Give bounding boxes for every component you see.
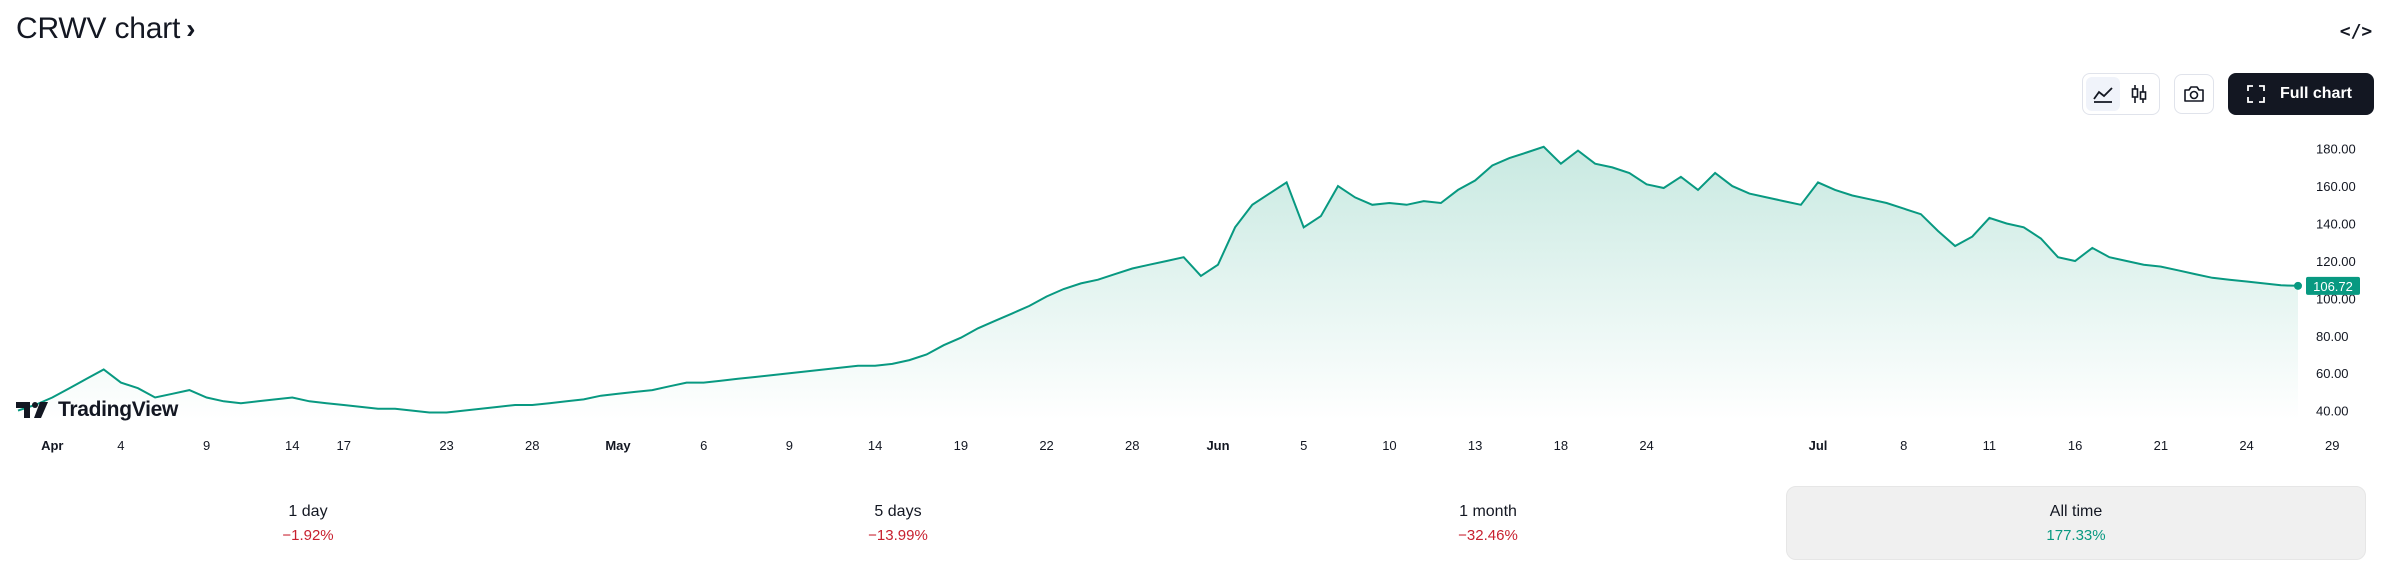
x-tick-label: Jul <box>1809 438 1828 453</box>
x-tick-label: 14 <box>868 438 882 453</box>
last-price-dot <box>2294 281 2302 290</box>
chart-type-switcher <box>2081 73 2160 115</box>
area-chart-icon[interactable] <box>2085 77 2120 111</box>
chart-svg: 180.00 160.00 140.00 120.00 100.00 80.00 60.00… <box>17 142 2360 453</box>
period-performance-row: 1 day −1.92% 5 days −13.99% 1 month −32.… <box>0 486 2394 564</box>
period-label: All time <box>2049 502 2103 520</box>
x-tick-label: 13 <box>1468 438 1482 453</box>
period-5-days[interactable]: 5 days −13.99% <box>608 486 1188 560</box>
tradingview-mark-icon <box>16 402 48 418</box>
candles-icon[interactable] <box>2122 77 2156 111</box>
x-tick-label: May <box>605 438 631 453</box>
symbol-title-link[interactable]: CRWV chart › <box>16 12 195 46</box>
last-price-badge <box>2306 276 2360 295</box>
chevron-right-icon: › <box>186 13 196 44</box>
period-change: 177.33% <box>2046 526 2106 544</box>
period-change: −1.92% <box>282 526 334 544</box>
price-line <box>17 145 2299 414</box>
x-tick-label: 17 <box>336 438 350 453</box>
x-tick-label: 22 <box>1039 438 1053 453</box>
period-all-time[interactable]: All time 177.33% <box>1786 486 2366 560</box>
y-tick-label: 160.00 <box>2316 179 2356 194</box>
x-tick-label: 5 <box>1300 438 1307 453</box>
x-tick-label: 9 <box>786 438 793 453</box>
x-tick-label: 9 <box>203 438 210 453</box>
page-title: CRWV chart <box>16 12 181 45</box>
y-tick-label: 100.00 <box>2316 291 2356 306</box>
price-area <box>18 146 2298 421</box>
x-tick-label: 11 <box>1983 438 1997 453</box>
period-label: 1 month <box>1459 502 1517 520</box>
y-tick-label: 140.00 <box>2316 217 2356 232</box>
x-tick-label: 19 <box>954 438 968 453</box>
y-tick-label: 40.00 <box>2316 404 2349 419</box>
full-chart-button[interactable]: Full chart <box>2227 73 2374 115</box>
camera-icon[interactable] <box>2173 74 2214 114</box>
x-tick-label: 14 <box>285 438 299 453</box>
tradingview-logo-text: TradingView <box>58 398 179 421</box>
period-change: −13.99% <box>868 526 928 544</box>
period-1-month[interactable]: 1 month −32.46% <box>1198 486 1778 560</box>
price-chart[interactable]: 180.00 160.00 140.00 120.00 100.00 80.00 60.00… <box>0 120 2394 460</box>
x-tick-label: 6 <box>700 438 707 453</box>
x-tick-label: 21 <box>2154 438 2168 453</box>
x-tick-label: Apr <box>41 438 63 453</box>
x-tick-label: 24 <box>2239 438 2253 453</box>
fullscreen-icon <box>2247 85 2265 103</box>
period-change: −32.46% <box>1458 526 1518 544</box>
code-brackets-icon[interactable]: </> <box>2339 20 2373 42</box>
y-tick-label: 80.00 <box>2316 329 2349 344</box>
chart-toolbar: Full chart <box>2081 73 2374 115</box>
y-tick-label: 180.00 <box>2316 142 2356 157</box>
full-chart-label: Full chart <box>2279 85 2352 102</box>
x-tick-label: Jun <box>1206 438 1229 453</box>
x-tick-label: 4 <box>117 438 124 453</box>
period-1-day[interactable]: 1 day −1.92% <box>18 486 598 560</box>
period-label: 1 day <box>288 502 328 520</box>
x-tick-label: 28 <box>525 438 539 453</box>
x-tick-label: 29 <box>2325 438 2339 453</box>
x-tick-label: 10 <box>1382 438 1396 453</box>
x-tick-label: 28 <box>1125 438 1139 453</box>
x-tick-label: 8 <box>1900 438 1907 453</box>
period-label: 5 days <box>874 502 922 520</box>
y-tick-label: 120.00 <box>2316 254 2356 269</box>
x-tick-label: 18 <box>1554 438 1568 453</box>
y-tick-label: 60.00 <box>2316 366 2349 381</box>
x-tick-label: 16 <box>2068 438 2082 453</box>
x-tick-label: 23 <box>439 438 453 453</box>
tradingview-logo[interactable]: TradingView <box>16 398 178 422</box>
x-tick-label: 24 <box>1639 438 1653 453</box>
last-price-label: 106.72 <box>2313 279 2353 294</box>
